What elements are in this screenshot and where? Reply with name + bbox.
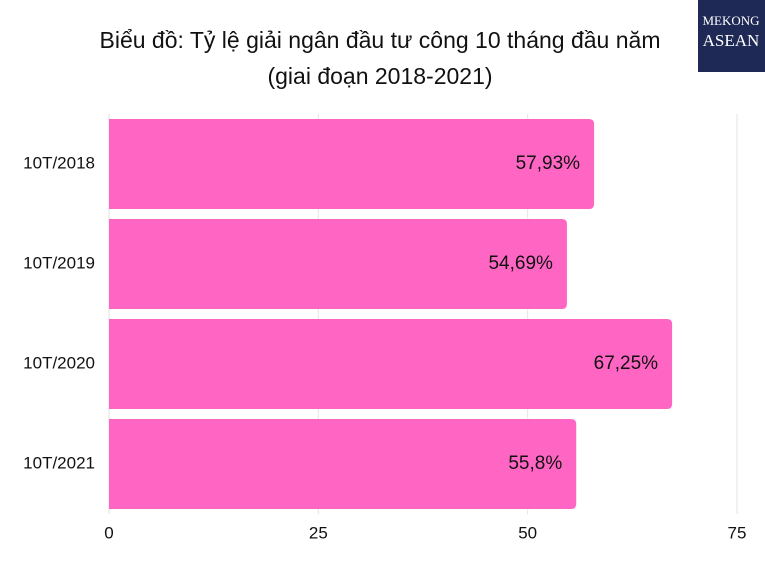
chart-title: Biểu đồ: Tỷ lệ giải ngân đầu tư công 10 … — [100, 27, 661, 53]
bar — [109, 119, 595, 209]
y-tick-label: 10T/2021 — [23, 453, 95, 472]
logo-text: MEKONG — [702, 13, 759, 28]
x-tick-label: 0 — [104, 523, 113, 542]
chart-subtitle: (giai đoạn 2018-2021) — [267, 63, 492, 89]
logo-text: ASEAN — [703, 31, 760, 50]
x-tick-label: 25 — [309, 523, 328, 542]
x-tick-label: 50 — [518, 523, 537, 542]
bar — [109, 419, 577, 509]
y-tick-label: 10T/2020 — [23, 353, 95, 372]
bar — [109, 219, 567, 309]
y-tick-label: 10T/2018 — [23, 153, 95, 172]
value-label: 57,93% — [516, 153, 581, 174]
bar — [109, 319, 673, 409]
logo-box — [698, 0, 765, 72]
value-label: 55,8% — [508, 453, 562, 474]
value-label: 67,25% — [594, 353, 659, 374]
x-tick-label: 75 — [728, 523, 747, 542]
value-label: 54,69% — [488, 253, 553, 274]
y-tick-label: 10T/2019 — [23, 253, 95, 272]
